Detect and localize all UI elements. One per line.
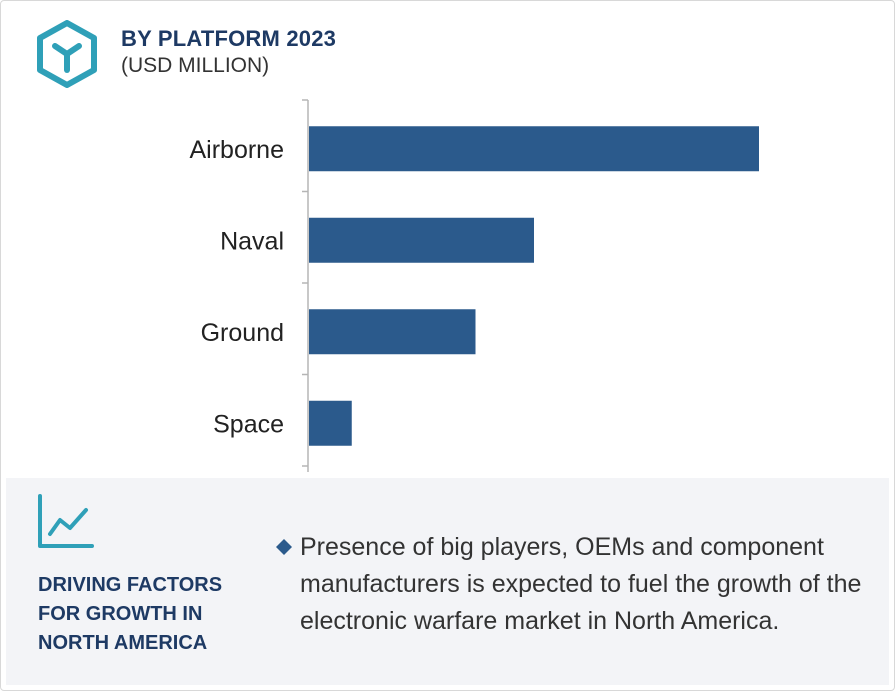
bar-airborne — [309, 126, 759, 172]
chart-subtitle: (USD MILLION) — [121, 54, 270, 77]
bar-space — [309, 400, 352, 446]
category-label-naval: Naval — [220, 227, 284, 255]
bar-chart: Airborne Naval Ground Space — [190, 99, 759, 472]
category-label-airborne: Airborne — [190, 136, 285, 164]
bar-ground — [309, 309, 476, 355]
trend-chart-icon — [38, 494, 94, 548]
driving-factor-text: Presence of big players, OEMs and compon… — [300, 533, 862, 635]
bar-naval — [309, 217, 534, 263]
category-label-ground: Ground — [201, 319, 284, 347]
driving-factors-panel: DRIVING FACTORS FOR GROWTH IN NORTH AMER… — [6, 478, 889, 685]
driving-factors-heading: DRIVING FACTORS FOR GROWTH IN NORTH AMER… — [38, 574, 223, 654]
diamond-bullet-icon — [276, 539, 292, 555]
chart-title: BY PLATFORM 2023 — [121, 26, 337, 51]
category-label-space: Space — [213, 410, 284, 438]
brand-logo-icon — [37, 20, 97, 88]
